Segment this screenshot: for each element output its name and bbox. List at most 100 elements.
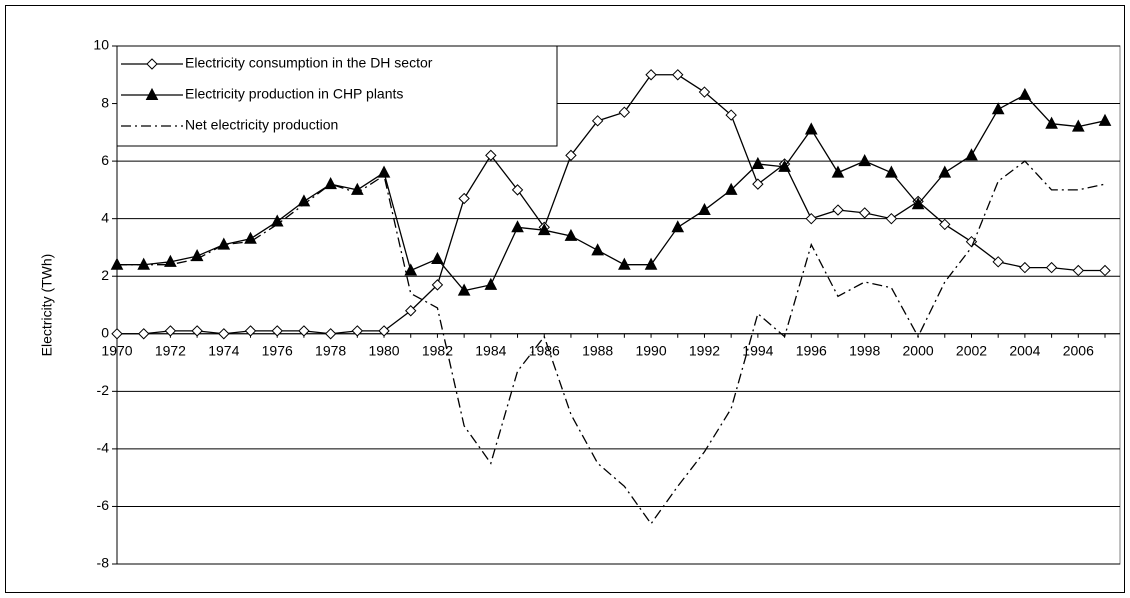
marker-diamond [618, 106, 631, 118]
x-tick-label: 2006 [1063, 342, 1094, 358]
legend-label: Electricity consumption in the DH sector [185, 55, 433, 71]
x-tick-label: 1970 [101, 342, 132, 358]
marker-diamond [725, 109, 737, 121]
marker-diamond [698, 86, 711, 98]
marker-triangle [537, 223, 551, 236]
marker-diamond [218, 328, 230, 340]
x-tick-label: 2002 [956, 342, 987, 358]
marker-triangle [484, 277, 498, 290]
marker-diamond [244, 325, 257, 337]
legend-label: Net electricity production [185, 117, 338, 133]
marker-triangle [564, 228, 578, 241]
marker-diamond [405, 305, 417, 317]
x-tick-label: 1996 [796, 342, 827, 358]
x-tick-label: 1984 [475, 342, 506, 358]
marker-triangle [297, 194, 311, 207]
x-tick-label: 1992 [689, 342, 720, 358]
marker-diamond [271, 325, 283, 337]
x-tick-label: 1986 [529, 342, 560, 358]
marker-triangle [751, 156, 765, 169]
marker-triangle [644, 257, 658, 270]
marker-diamond [137, 328, 150, 340]
marker-diamond [805, 212, 817, 225]
x-tick-label: 1998 [849, 342, 880, 358]
y-tick-label: -2 [97, 382, 110, 398]
marker-triangle [885, 165, 898, 178]
marker-triangle [965, 148, 978, 161]
x-tick-label: 1994 [742, 342, 773, 358]
marker-triangle [270, 214, 284, 227]
marker-diamond [351, 325, 364, 337]
marker-diamond [1072, 264, 1085, 277]
marker-diamond [511, 184, 524, 196]
marker-diamond [832, 204, 844, 216]
y-tick-label: 0 [101, 324, 109, 340]
y-tick-label: 6 [101, 152, 109, 168]
y-tick-label: 8 [101, 94, 109, 110]
marker-triangle [1098, 113, 1112, 126]
series-line [117, 160, 1106, 525]
marker-diamond [1045, 261, 1058, 274]
marker-diamond [752, 178, 764, 190]
marker-diamond [1019, 261, 1031, 274]
marker-diamond [324, 328, 337, 340]
x-tick-label: 1980 [368, 342, 399, 358]
marker-triangle [618, 257, 631, 270]
marker-triangle [724, 182, 738, 195]
y-tick-label: 2 [101, 267, 109, 283]
x-tick-label: 1972 [155, 342, 186, 358]
marker-diamond [111, 328, 123, 340]
marker-triangle [404, 263, 418, 276]
marker-diamond [1099, 264, 1111, 277]
marker-triangle [591, 243, 604, 256]
marker-diamond [458, 192, 470, 205]
marker-triangle [377, 165, 391, 178]
marker-triangle [1071, 119, 1085, 132]
marker-triangle [671, 220, 685, 233]
marker-diamond [146, 58, 158, 70]
legend-box [116, 45, 558, 147]
x-tick-label: 1978 [315, 342, 346, 358]
marker-triangle [324, 177, 337, 190]
marker-diamond [645, 69, 657, 81]
marker-triangle [457, 283, 471, 296]
marker-triangle [431, 251, 444, 264]
marker-triangle [698, 202, 711, 216]
marker-diamond [885, 212, 898, 225]
marker-triangle [858, 154, 872, 167]
series-line [117, 94, 1106, 292]
marker-triangle [110, 257, 124, 270]
x-tick-label: 1974 [208, 342, 239, 358]
marker-triangle [145, 87, 159, 100]
legend-label: Electricity production in CHP plants [185, 86, 403, 102]
marker-diamond [485, 149, 497, 162]
marker-triangle [1045, 116, 1058, 129]
marker-triangle [137, 257, 151, 270]
marker-triangle [164, 254, 177, 267]
x-tick-label: 2000 [903, 342, 934, 358]
marker-triangle [1018, 87, 1032, 100]
marker-diamond [164, 325, 177, 337]
marker-triangle [831, 165, 845, 178]
y-tick-label: -4 [97, 440, 110, 456]
x-tick-label: 1982 [422, 342, 453, 358]
x-tick-label: 1988 [582, 342, 613, 358]
marker-triangle [804, 122, 818, 135]
y-tick-label: -6 [97, 497, 110, 513]
x-tick-label: 2004 [1009, 342, 1040, 358]
marker-triangle [938, 165, 952, 178]
y-tick-label: -8 [97, 555, 110, 571]
marker-diamond [858, 207, 871, 219]
marker-triangle [511, 220, 524, 233]
marker-diamond [378, 325, 390, 337]
marker-diamond [992, 256, 1004, 268]
marker-triangle [991, 102, 1005, 115]
marker-triangle [911, 197, 925, 210]
x-tick-label: 1976 [262, 342, 293, 358]
marker-diamond [431, 279, 444, 291]
y-tick-label: 4 [101, 209, 109, 225]
marker-triangle [244, 231, 257, 244]
marker-diamond [298, 325, 310, 337]
marker-diamond [191, 325, 203, 337]
